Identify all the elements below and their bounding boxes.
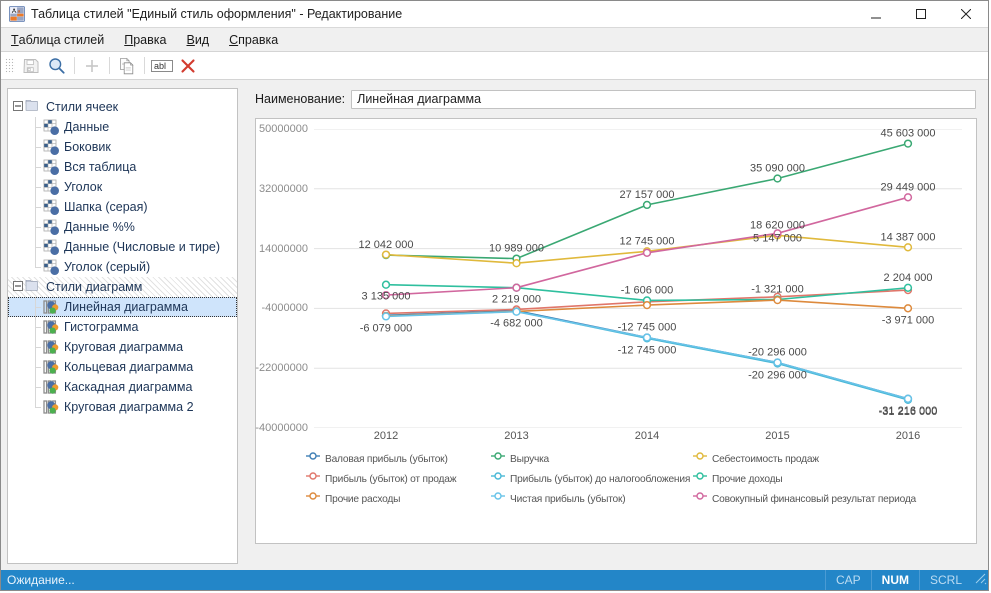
svg-text:-12 745 000: -12 745 000 [618,344,677,356]
svg-text:-3 971 000: -3 971 000 [882,314,935,326]
svg-text:-6 079 000: -6 079 000 [360,322,413,334]
svg-text:-1 606 000: -1 606 000 [621,284,674,296]
svg-text:-31 216 000: -31 216 000 [879,405,938,417]
svg-text:14 387 000: 14 387 000 [880,231,935,243]
svg-text:a: a [18,8,21,13]
svg-text:3 135 000: 3 135 000 [362,291,411,303]
svg-text:-4 682 000: -4 682 000 [490,318,543,330]
svg-text:29 449 000: 29 449 000 [880,181,935,193]
svg-text:10 989 000: 10 989 000 [489,243,544,255]
svg-text:27 157 000: 27 157 000 [619,189,674,201]
svg-text:-1 321 000: -1 321 000 [751,284,804,296]
svg-text:abl: abl [154,61,166,71]
svg-text:2 219 000: 2 219 000 [492,294,541,306]
svg-text:-12 745 000: -12 745 000 [618,322,677,334]
svg-text:35 090 000: 35 090 000 [750,163,805,175]
svg-text:-20 296 000: -20 296 000 [748,370,807,382]
svg-text:45 603 000: 45 603 000 [880,129,935,140]
svg-text:2 204 000: 2 204 000 [884,272,933,284]
svg-text:12 042 000: 12 042 000 [358,239,413,251]
svg-text:-20 296 000: -20 296 000 [748,347,807,359]
svg-text:18 620 000: 18 620 000 [750,219,805,231]
svg-text:5 147 000: 5 147 000 [753,233,802,245]
svg-text:12 745 000: 12 745 000 [619,235,674,247]
